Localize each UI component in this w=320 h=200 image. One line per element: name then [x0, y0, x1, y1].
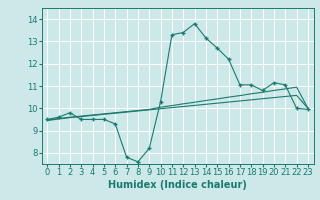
X-axis label: Humidex (Indice chaleur): Humidex (Indice chaleur) — [108, 180, 247, 190]
